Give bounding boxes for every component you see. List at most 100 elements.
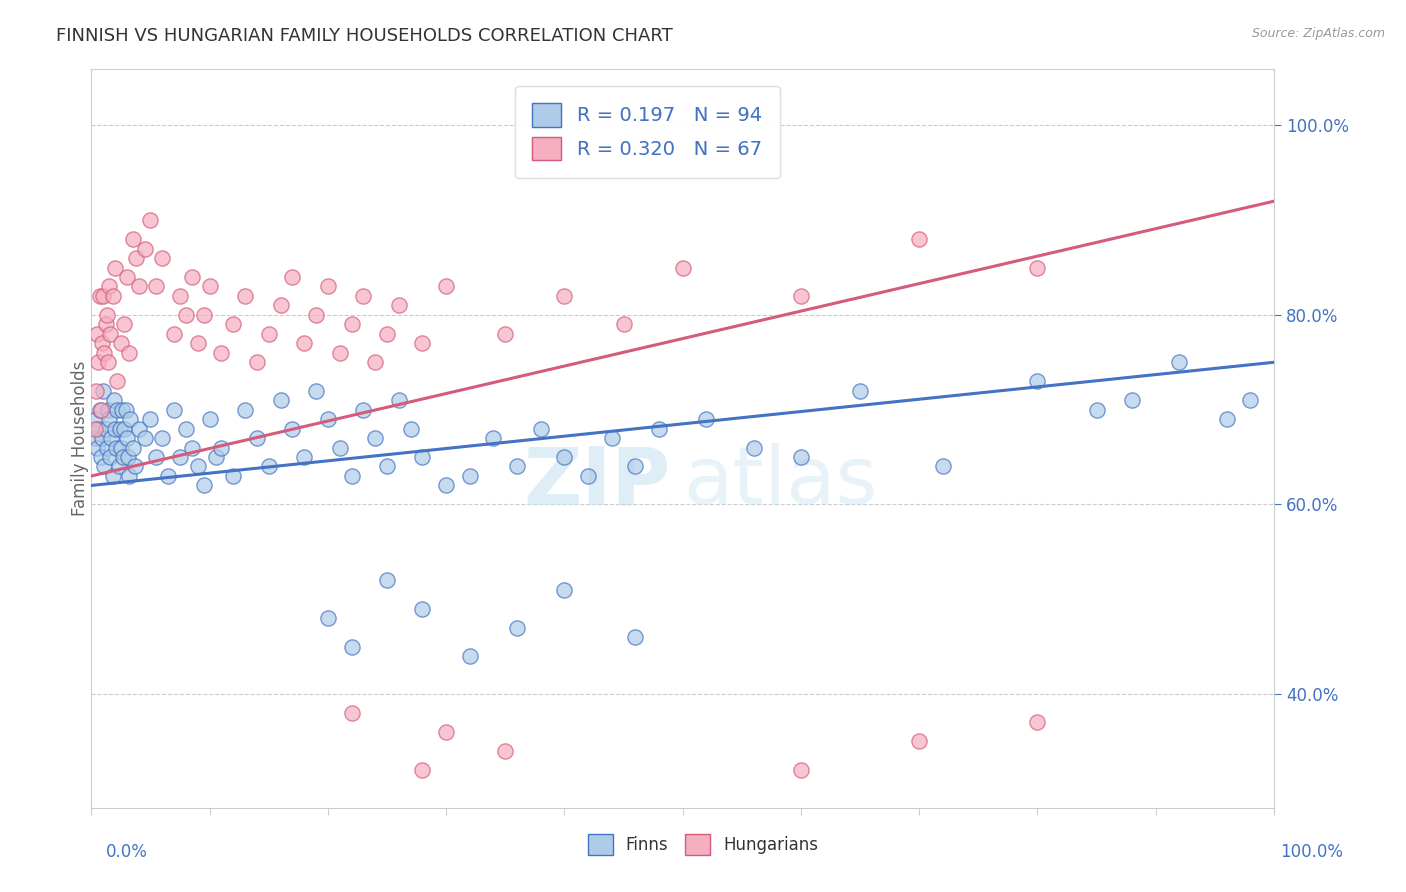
Point — [316, 611, 339, 625]
Point — [93, 459, 115, 474]
Point — [494, 326, 516, 341]
Point — [434, 279, 457, 293]
Point — [281, 421, 304, 435]
Point — [1215, 412, 1237, 426]
Point — [281, 270, 304, 285]
Text: atlas: atlas — [683, 443, 877, 522]
Point — [233, 402, 256, 417]
Point — [91, 289, 114, 303]
Point — [530, 421, 553, 435]
Point — [97, 355, 120, 369]
Point — [174, 421, 197, 435]
Point — [1026, 715, 1049, 730]
Point — [100, 431, 122, 445]
Point — [84, 384, 107, 398]
Point — [742, 441, 765, 455]
Text: FINNISH VS HUNGARIAN FAMILY HOUSEHOLDS CORRELATION CHART: FINNISH VS HUNGARIAN FAMILY HOUSEHOLDS C… — [56, 27, 673, 45]
Point — [790, 289, 813, 303]
Point — [110, 441, 132, 455]
Point — [494, 744, 516, 758]
Point — [134, 431, 156, 445]
Point — [340, 318, 363, 332]
Point — [94, 421, 117, 435]
Point — [180, 270, 202, 285]
Point — [458, 648, 481, 663]
Point — [246, 355, 269, 369]
Point — [91, 336, 114, 351]
Point — [98, 279, 121, 293]
Point — [128, 279, 150, 293]
Point — [104, 260, 127, 275]
Point — [270, 393, 292, 408]
Legend: Finns, Hungarians: Finns, Hungarians — [581, 828, 825, 862]
Point — [115, 431, 138, 445]
Point — [97, 402, 120, 417]
Point — [112, 450, 135, 464]
Point — [364, 431, 387, 445]
Point — [84, 412, 107, 426]
Point — [434, 724, 457, 739]
Point — [352, 402, 374, 417]
Point — [411, 336, 433, 351]
Point — [163, 326, 186, 341]
Point — [270, 298, 292, 312]
Point — [1085, 402, 1108, 417]
Point — [128, 421, 150, 435]
Point — [553, 289, 575, 303]
Point — [145, 279, 167, 293]
Point — [434, 478, 457, 492]
Point — [150, 431, 173, 445]
Point — [388, 298, 411, 312]
Point — [107, 459, 129, 474]
Point — [576, 469, 599, 483]
Point — [105, 441, 128, 455]
Point — [101, 289, 124, 303]
Point — [94, 318, 117, 332]
Point — [352, 289, 374, 303]
Point — [187, 459, 209, 474]
Point — [87, 355, 110, 369]
Point — [209, 441, 232, 455]
Point — [1239, 393, 1261, 408]
Point — [150, 251, 173, 265]
Point — [174, 308, 197, 322]
Point — [96, 441, 118, 455]
Point — [399, 421, 422, 435]
Point — [145, 450, 167, 464]
Point — [458, 469, 481, 483]
Point — [118, 469, 141, 483]
Point — [790, 450, 813, 464]
Point — [695, 412, 717, 426]
Point — [329, 441, 352, 455]
Text: 100.0%: 100.0% — [1279, 843, 1343, 861]
Y-axis label: Family Households: Family Households — [72, 360, 89, 516]
Point — [104, 421, 127, 435]
Point — [180, 441, 202, 455]
Point — [411, 763, 433, 777]
Point — [648, 421, 671, 435]
Point — [790, 763, 813, 777]
Point — [198, 279, 221, 293]
Point — [124, 459, 146, 474]
Point — [411, 450, 433, 464]
Point — [233, 289, 256, 303]
Point — [222, 469, 245, 483]
Point — [204, 450, 226, 464]
Point — [134, 242, 156, 256]
Point — [506, 621, 529, 635]
Point — [98, 412, 121, 426]
Point — [101, 469, 124, 483]
Point — [482, 431, 505, 445]
Point — [193, 308, 215, 322]
Point — [340, 706, 363, 720]
Point — [375, 573, 398, 587]
Point — [169, 450, 191, 464]
Point — [305, 384, 328, 398]
Point — [98, 450, 121, 464]
Point — [120, 412, 142, 426]
Point — [83, 431, 105, 445]
Point — [139, 412, 162, 426]
Point — [329, 346, 352, 360]
Point — [125, 251, 148, 265]
Point — [108, 421, 131, 435]
